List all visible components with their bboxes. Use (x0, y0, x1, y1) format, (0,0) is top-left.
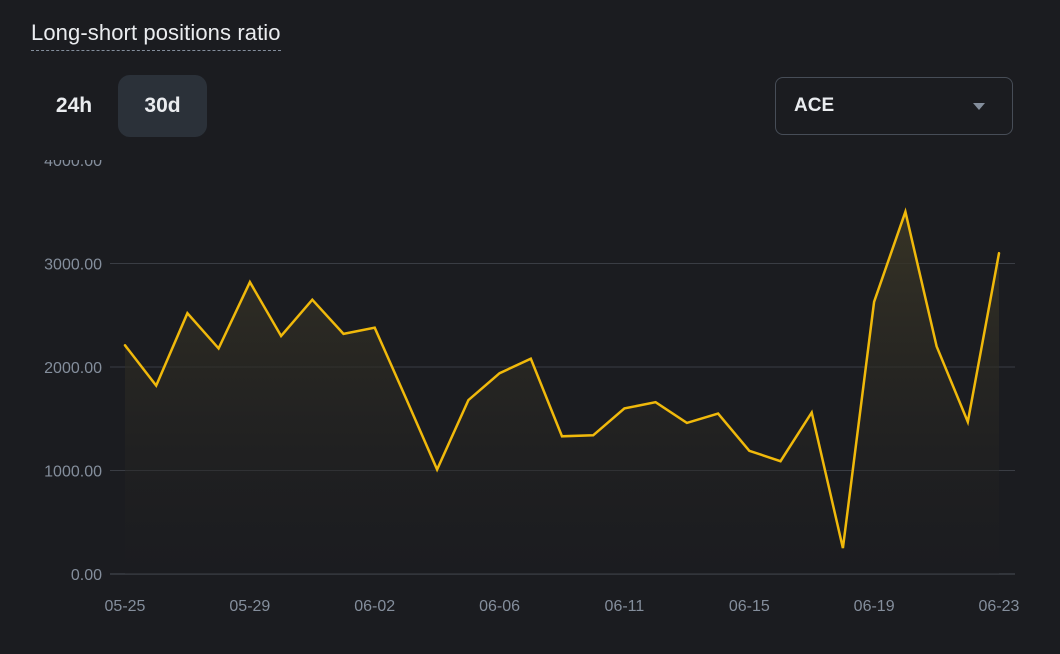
data-point (405, 397, 407, 399)
x-tick-label: 06-06 (479, 598, 520, 615)
symbol-select[interactable]: ACE (775, 77, 1013, 135)
data-point (498, 372, 500, 374)
data-point (124, 344, 126, 346)
data-point (873, 301, 875, 303)
data-point (654, 401, 656, 403)
data-point (249, 281, 251, 283)
data-point (592, 434, 594, 436)
data-point (467, 399, 469, 401)
y-tick-label: 1000.00 (44, 464, 102, 481)
x-tick-label: 06-19 (854, 598, 895, 615)
data-point (717, 412, 719, 414)
data-point (342, 333, 344, 335)
data-point (623, 407, 625, 409)
y-tick-label: 2000.00 (44, 360, 102, 377)
data-point (186, 312, 188, 314)
data-point (155, 384, 157, 386)
data-point (436, 468, 438, 470)
tab-24h[interactable]: 24h (55, 94, 93, 117)
area-fill (125, 211, 999, 575)
data-point (779, 460, 781, 462)
x-tick-label: 06-23 (979, 598, 1020, 615)
chevron-down-icon (973, 103, 985, 110)
data-point (686, 422, 688, 424)
chart-title: Long-short positions ratio (31, 20, 281, 51)
data-point (811, 411, 813, 413)
data-point (904, 211, 906, 213)
tab-30d[interactable]: 30d (118, 75, 207, 137)
x-tick-label: 05-25 (105, 598, 146, 615)
data-point (374, 327, 376, 329)
y-tick-label: 3000.00 (44, 257, 102, 274)
x-tick-label: 06-11 (605, 598, 645, 615)
data-point (967, 421, 969, 423)
data-point (998, 252, 1000, 254)
y-tick-label: 4000.00 (44, 153, 102, 170)
x-tick-label: 06-15 (729, 598, 770, 615)
data-point (842, 547, 844, 549)
symbol-select-value: ACE (794, 95, 835, 116)
data-point (748, 450, 750, 452)
data-point (217, 347, 219, 349)
data-point (935, 345, 937, 347)
series-line (123, 207, 1001, 549)
data-point (280, 335, 282, 337)
x-tick-label: 05-29 (229, 598, 270, 615)
data-point (311, 299, 313, 301)
data-point (561, 435, 563, 437)
x-tick-label: 06-02 (354, 598, 395, 615)
data-point (530, 358, 532, 360)
y-tick-label: 0.00 (71, 567, 102, 584)
